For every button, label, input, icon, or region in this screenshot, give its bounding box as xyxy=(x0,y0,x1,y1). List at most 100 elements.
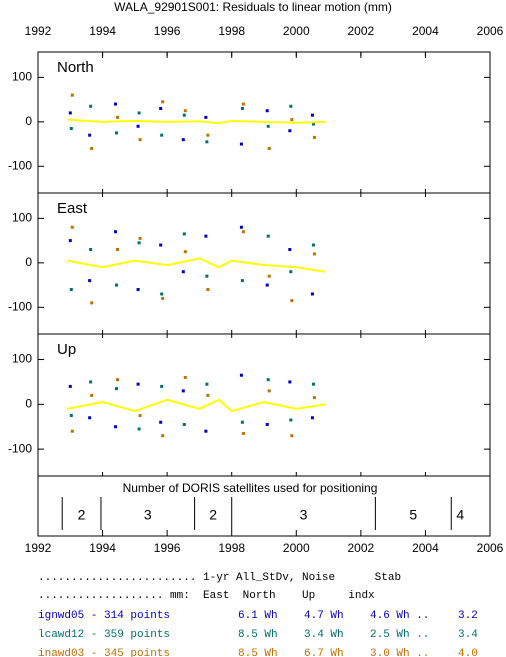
data-point xyxy=(113,425,117,429)
data-point xyxy=(136,288,140,292)
data-point xyxy=(265,109,269,113)
y-tick-label: 100 xyxy=(12,352,32,366)
sat-count: 2 xyxy=(78,507,86,523)
data-point xyxy=(288,129,292,133)
data-point xyxy=(289,104,293,108)
x-tick-label: 1998 xyxy=(218,24,245,38)
x-tick-label: 1998 xyxy=(218,541,245,555)
data-point xyxy=(113,102,117,106)
data-point xyxy=(240,420,244,424)
data-point xyxy=(69,127,73,131)
panel-frame xyxy=(37,192,491,335)
x-tick-label: 2004 xyxy=(412,541,439,555)
table-cell: inawd03 - 345 points xyxy=(38,648,170,657)
data-point xyxy=(310,416,314,420)
data-point xyxy=(265,283,269,287)
table-cell: 2.5 Wh .. xyxy=(370,629,429,641)
data-point xyxy=(206,133,210,137)
table-cell: ignwd05 - 314 points xyxy=(38,610,170,622)
x-tick-label: 2006 xyxy=(477,541,504,555)
data-point xyxy=(204,115,208,119)
data-point xyxy=(311,382,315,386)
data-point xyxy=(90,393,94,397)
x-tick-label: 1994 xyxy=(89,24,116,38)
data-point xyxy=(115,247,119,251)
chart-title: WALA_92901S001: Residuals to linear moti… xyxy=(114,0,392,14)
x-tick-label: 1992 xyxy=(25,541,52,555)
y-tick-label: -100 xyxy=(8,299,32,313)
data-point xyxy=(138,138,142,142)
data-point xyxy=(310,113,314,117)
data-point xyxy=(241,102,245,106)
data-point xyxy=(161,100,165,104)
panel-title: East xyxy=(57,200,88,217)
data-point xyxy=(161,434,165,438)
data-point xyxy=(70,225,74,229)
data-point xyxy=(90,301,94,305)
data-point xyxy=(239,225,243,229)
data-point xyxy=(265,422,269,426)
data-point xyxy=(289,270,293,274)
data-point xyxy=(266,378,270,382)
data-point xyxy=(137,241,141,245)
panel-frame xyxy=(37,333,491,477)
y-tick-label: 100 xyxy=(12,70,32,84)
data-point xyxy=(137,111,141,115)
data-point xyxy=(183,109,187,113)
data-point xyxy=(182,232,186,236)
panel-title: Up xyxy=(57,341,76,358)
y-tick-label: -100 xyxy=(8,158,32,172)
data-point xyxy=(266,234,270,238)
data-point xyxy=(181,389,185,393)
data-point xyxy=(159,106,163,110)
sat-count: 2 xyxy=(209,507,217,523)
trend-line xyxy=(66,118,326,125)
data-point xyxy=(68,239,72,243)
data-point xyxy=(183,375,187,379)
table-cell: 3.4 Wh xyxy=(304,629,344,641)
data-point xyxy=(181,270,185,274)
table-header: ................... mm: East North Up in… xyxy=(38,590,375,602)
data-point xyxy=(90,147,94,151)
data-point xyxy=(288,247,292,251)
x-tick-label: 1992 xyxy=(25,24,52,38)
data-point xyxy=(115,115,119,119)
data-point xyxy=(70,429,74,433)
data-point xyxy=(70,93,74,97)
data-point xyxy=(68,384,72,388)
data-point xyxy=(290,299,294,303)
x-tick-label: 2000 xyxy=(283,541,310,555)
data-point xyxy=(267,147,271,151)
data-point xyxy=(205,274,209,278)
data-point xyxy=(138,236,142,240)
sat-count: 5 xyxy=(409,507,417,523)
data-point xyxy=(161,296,165,300)
data-point xyxy=(159,420,163,424)
data-point xyxy=(114,283,118,287)
x-tick-label: 2000 xyxy=(283,24,310,38)
panel-title: North xyxy=(57,59,94,76)
data-point xyxy=(160,133,164,137)
table-header: ........................ 1-yr All_StDv, … xyxy=(38,572,401,584)
data-point xyxy=(206,393,210,397)
data-point xyxy=(266,124,270,128)
data-point xyxy=(159,243,163,247)
table-cell: 3.0 Wh .. xyxy=(370,648,429,657)
trend-line xyxy=(66,398,326,413)
data-point xyxy=(136,382,140,386)
data-point xyxy=(88,133,92,137)
data-point xyxy=(89,380,93,384)
data-point xyxy=(312,252,316,256)
data-point xyxy=(137,427,141,431)
data-point xyxy=(267,389,271,393)
data-point xyxy=(205,382,209,386)
x-tick-label: 2004 xyxy=(412,24,439,38)
table-cell: 8.5 Wh xyxy=(238,629,278,641)
data-point xyxy=(311,122,315,126)
sat-count: 3 xyxy=(144,507,152,523)
data-point xyxy=(240,106,244,110)
data-point xyxy=(88,416,92,420)
data-point xyxy=(183,250,187,254)
data-point xyxy=(115,378,119,382)
